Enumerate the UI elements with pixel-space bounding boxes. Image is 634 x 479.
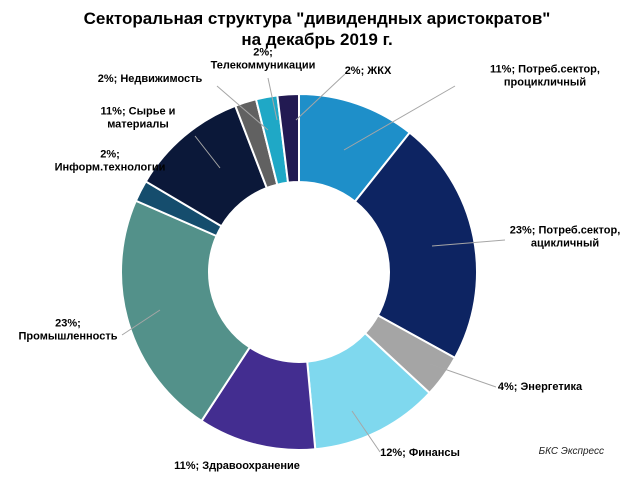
data-label-materials: 11%; Сырье и материалы [101,106,176,131]
data-label-telecom: 2%; Телекоммуникации [211,47,316,72]
leader-line-utilities [295,73,346,121]
leader-line-industrials [121,309,161,336]
leader-line-telecom [267,77,278,121]
leader-line-materials [194,135,221,169]
data-label-energy: 4%; Энергетика [498,381,583,393]
chart-title-line2: на декабрь 2019 г. [241,30,393,49]
data-label-consumer-acyclical: 23%; Потреб.сектор, ацикличный [510,225,621,250]
data-label-healthcare: 11%; Здравоохранение [174,460,300,472]
chart-title: Секторальная структура "дивидендных арис… [0,8,634,50]
leader-line-real-estate [216,85,269,131]
slice-utilities [276,92,300,184]
data-label-industrials: 23%; Промышленность [19,318,118,343]
data-label-utilities: 2%; ЖКХ [345,65,392,77]
slice-consumer-acyclical [353,131,478,360]
data-label-consumer-cyclical: 11%; Потреб.сектор, процикличный [490,64,600,89]
data-label-real-estate: 2%; Недвижимость [98,73,203,85]
leader-line-consumer-acyclical [431,239,506,247]
data-label-it: 2%; Информ.технологии [55,149,166,174]
data-label-finance: 12%; Финансы [380,447,460,459]
slice-industrials [120,199,252,423]
leader-line-energy [429,363,497,388]
chart-title-line1: Секторальная структура "дивидендных арис… [83,9,551,28]
leader-line-consumer-cyclical [343,85,456,151]
leader-line-finance [351,410,381,453]
source-note: БКС Экспресс [538,446,604,457]
